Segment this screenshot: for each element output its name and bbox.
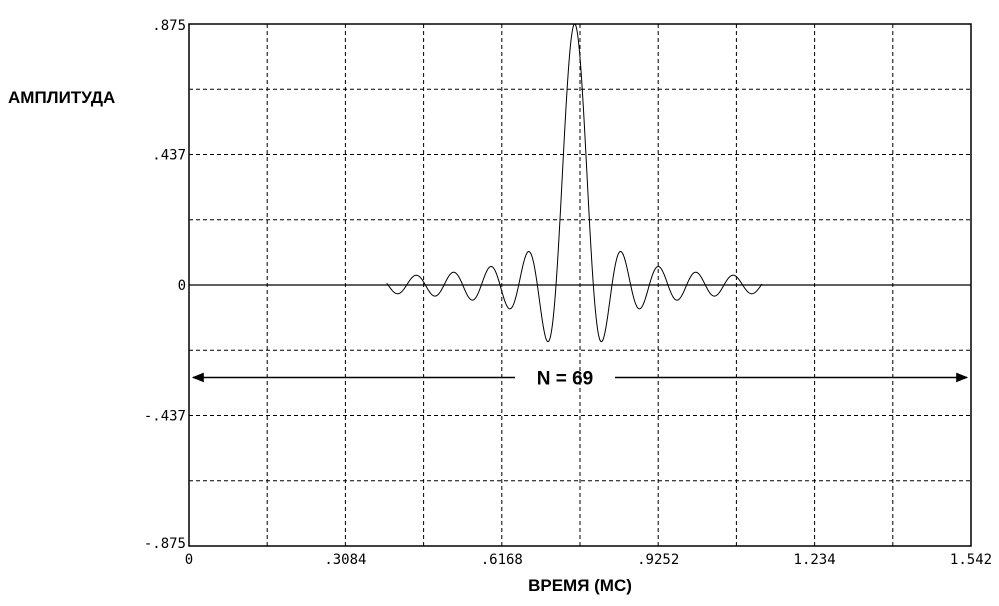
y-tick-label: 0 bbox=[178, 278, 186, 294]
x-tick-label: 1.542 bbox=[950, 552, 992, 568]
x-tick-labels: 0 .3084 .6168 .9252 1.234 1.542 bbox=[185, 552, 992, 568]
y-tick-label: .875 bbox=[152, 18, 186, 34]
annotations: N = 69 bbox=[191, 368, 969, 389]
x-tick-label: .3084 bbox=[324, 552, 366, 568]
y-tick-label: -.875 bbox=[144, 536, 186, 552]
x-tick-label: 0 bbox=[185, 552, 193, 568]
y-tick-labels: .875 .437 0 -.437 -.875 bbox=[144, 18, 186, 552]
y-tick-label: .437 bbox=[152, 148, 186, 164]
annotation-label: N = 69 bbox=[537, 368, 594, 389]
series-line bbox=[386, 23, 763, 343]
x-tick-label: .9252 bbox=[637, 552, 679, 568]
x-axis-title: ВРЕМЯ (МС) bbox=[528, 576, 632, 595]
x-tick-label: 1.234 bbox=[794, 552, 836, 568]
x-tick-label: .6168 bbox=[481, 552, 523, 568]
y-tick-label: -.437 bbox=[144, 409, 186, 425]
y-axis-title: АМПЛИТУДА bbox=[8, 88, 115, 107]
